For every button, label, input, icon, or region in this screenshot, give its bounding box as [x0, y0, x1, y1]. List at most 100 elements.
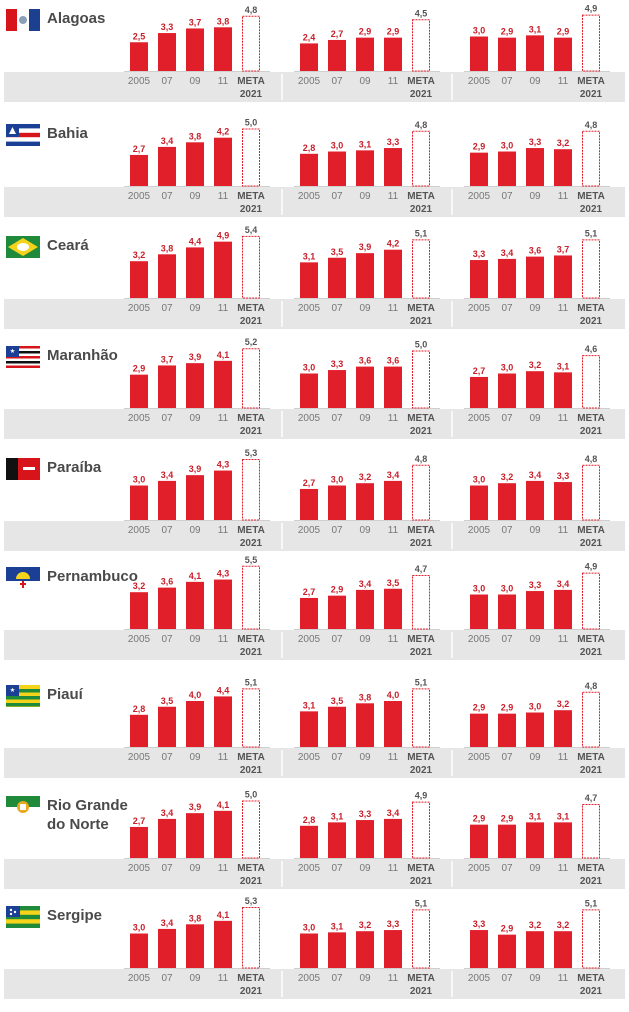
bar	[130, 154, 148, 186]
tick-label: 2005	[298, 973, 321, 984]
value-label: 3,3	[529, 580, 542, 590]
tick-label: 07	[501, 752, 513, 763]
tick-label: 09	[359, 863, 371, 874]
meta-value-label: 5,1	[415, 228, 428, 238]
meta-tick-label: META	[407, 752, 435, 763]
value-label: 2,9	[473, 142, 486, 152]
tick-label: 09	[189, 303, 201, 314]
meta-year-label: 2021	[410, 204, 433, 215]
value-label: 3,6	[529, 246, 542, 256]
value-label: 3,5	[387, 578, 400, 588]
bar	[158, 818, 176, 858]
value-label: 2,9	[501, 703, 514, 713]
meta-year-label: 2021	[410, 538, 433, 549]
bar	[526, 256, 544, 298]
value-label: 3,8	[189, 131, 202, 141]
value-label: 3,2	[557, 699, 570, 709]
flag-rio-grande-do-norte-icon	[6, 796, 40, 818]
value-label: 3,4	[557, 579, 570, 589]
meta-bar	[412, 574, 430, 630]
value-label: 3,3	[359, 809, 372, 819]
value-label: 4,1	[217, 910, 230, 920]
meta-bar	[242, 800, 260, 859]
tick-label: 09	[359, 525, 371, 536]
value-label: 2,9	[473, 814, 486, 824]
meta-bar	[412, 801, 430, 859]
tick-label: 09	[189, 76, 201, 87]
tick-label: 11	[218, 973, 229, 984]
meta-bar	[242, 459, 260, 521]
meta-year-label: 2021	[580, 876, 603, 887]
bar	[554, 710, 572, 747]
tick-label: 07	[501, 191, 513, 202]
tick-label: 2005	[468, 752, 491, 763]
bar	[186, 142, 204, 186]
tick-label: 07	[331, 634, 343, 645]
meta-tick-label: META	[407, 303, 435, 314]
meta-tick-label: META	[237, 863, 265, 874]
value-label: 3,0	[473, 26, 486, 36]
value-label: 3,2	[133, 250, 146, 260]
value-label: 2,8	[303, 815, 316, 825]
value-label: 3,1	[557, 811, 570, 821]
meta-value-label: 4,8	[585, 454, 598, 464]
meta-tick-label: META	[407, 863, 435, 874]
value-label: 2,7	[303, 587, 316, 597]
value-label: 3,0	[501, 141, 514, 151]
value-label: 2,8	[133, 704, 146, 714]
tick-label: 07	[161, 76, 173, 87]
bar	[328, 257, 346, 298]
bar	[130, 933, 148, 968]
meta-value-label: 4,8	[415, 120, 428, 130]
state-row: 2,8 2005 3,5 07 4,0 09 4,4 11 5,1 META 2021 3,1 2005…	[0, 677, 629, 791]
tick-label: 07	[161, 525, 173, 536]
tick-label: 11	[558, 863, 569, 874]
meta-year-label: 2021	[580, 986, 603, 997]
value-label: 2,9	[501, 27, 514, 37]
value-label: 2,5	[133, 31, 146, 41]
meta-tick-label: META	[577, 413, 605, 424]
meta-tick-label: META	[577, 634, 605, 645]
value-label: 4,1	[189, 571, 202, 581]
axis-band	[4, 409, 625, 439]
meta-value-label: 4,8	[415, 454, 428, 464]
meta-value-label: 4,8	[585, 120, 598, 130]
bar	[470, 594, 488, 629]
bar	[130, 485, 148, 520]
value-label: 2,9	[473, 703, 486, 713]
meta-tick-label: META	[577, 752, 605, 763]
tick-label: 11	[218, 634, 229, 645]
meta-value-label: 5,1	[415, 677, 428, 687]
bar	[186, 924, 204, 968]
bar	[498, 934, 516, 968]
value-label: 3,0	[133, 475, 146, 485]
bar	[214, 241, 232, 298]
meta-bar	[242, 907, 260, 969]
value-label: 3,4	[529, 470, 542, 480]
tick-label: 11	[388, 634, 399, 645]
bar	[328, 822, 346, 858]
bar	[300, 373, 318, 408]
value-label: 3,0	[501, 363, 514, 373]
tick-label: 11	[218, 191, 229, 202]
bar	[526, 931, 544, 968]
tick-label: 2005	[298, 303, 321, 314]
tick-label: 2005	[128, 752, 151, 763]
state-chart: 3,0 2005 3,4 07 3,8 09 4,1 11 5,3 META 2021 3,0 2005…	[4, 896, 625, 999]
bar	[470, 713, 488, 747]
tick-label: 07	[501, 303, 513, 314]
bar	[328, 370, 346, 408]
tick-label: 2005	[468, 76, 491, 87]
value-label: 3,2	[529, 920, 542, 930]
meta-value-label: 5,0	[245, 118, 258, 128]
flag-bahia-icon	[6, 124, 40, 146]
tick-label: 09	[189, 634, 201, 645]
tick-label: 2005	[298, 863, 321, 874]
meta-value-label: 4,8	[585, 681, 598, 691]
flag-ceara-icon	[6, 236, 40, 258]
meta-tick-label: META	[577, 191, 605, 202]
tick-label: 2005	[468, 634, 491, 645]
meta-value-label: 5,1	[585, 228, 598, 238]
value-label: 4,3	[217, 460, 230, 470]
